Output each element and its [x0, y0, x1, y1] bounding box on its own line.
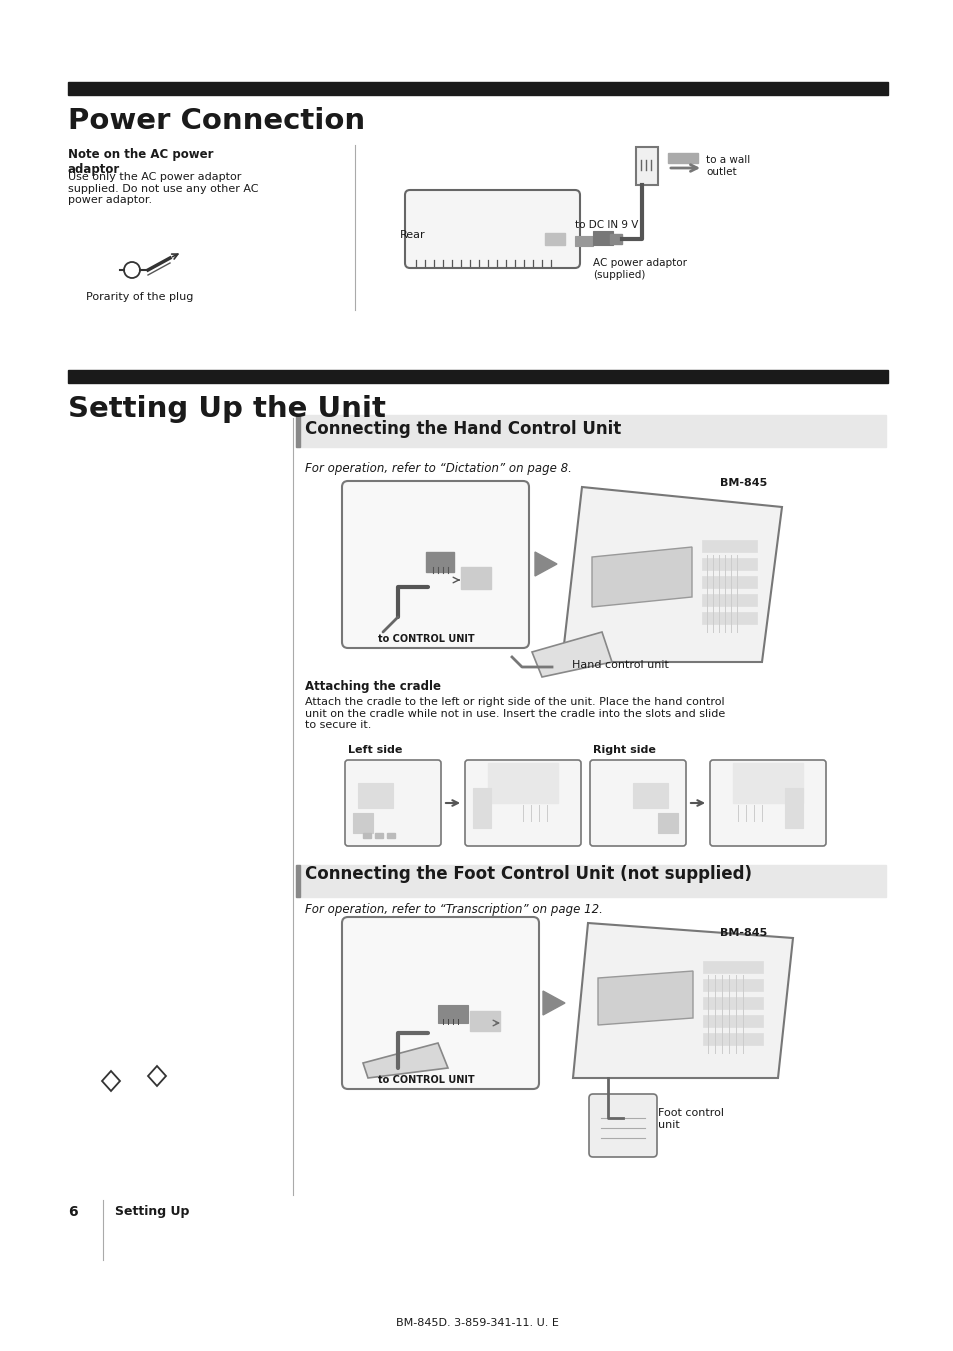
Bar [701, 594, 757, 607]
FancyBboxPatch shape [345, 761, 440, 846]
Text: BM-845: BM-845 [720, 928, 766, 938]
Text: Setting Up: Setting Up [115, 1205, 190, 1219]
FancyBboxPatch shape [341, 917, 538, 1089]
Text: Left side: Left side [348, 744, 402, 755]
Bar [488, 763, 558, 802]
Bar [353, 813, 373, 834]
Bar [357, 784, 393, 808]
Text: For operation, refer to “Dictation” on page 8.: For operation, refer to “Dictation” on p… [305, 462, 571, 476]
Text: to a wall
outlet: to a wall outlet [705, 155, 749, 177]
Text: to CONTROL UNIT: to CONTROL UNIT [377, 1075, 475, 1085]
Bar [363, 834, 371, 838]
Text: Hand control unit: Hand control unit [571, 661, 668, 670]
Bar [702, 997, 762, 1009]
Bar [68, 370, 887, 382]
Polygon shape [598, 971, 692, 1025]
Bar [732, 763, 802, 802]
Text: BM-845: BM-845 [720, 478, 766, 488]
Text: Connecting the Foot Control Unit (not supplied): Connecting the Foot Control Unit (not su… [305, 865, 751, 884]
Polygon shape [592, 547, 691, 607]
Bar [437, 1005, 468, 1023]
Bar [609, 234, 621, 245]
Bar [701, 558, 757, 570]
Bar [575, 236, 593, 246]
FancyBboxPatch shape [709, 761, 825, 846]
Text: For operation, refer to “Transcription” on page 12.: For operation, refer to “Transcription” … [305, 902, 602, 916]
Bar [460, 567, 491, 589]
FancyBboxPatch shape [588, 1094, 657, 1156]
Text: Note on the AC power
adaptor: Note on the AC power adaptor [68, 149, 213, 176]
Bar [702, 979, 762, 992]
Bar [702, 961, 762, 973]
Bar [375, 834, 382, 838]
Bar [593, 231, 613, 245]
Bar [544, 232, 564, 245]
Text: BM-845D. 3-859-341-11. U. E: BM-845D. 3-859-341-11. U. E [395, 1319, 558, 1328]
Bar [295, 415, 299, 447]
Polygon shape [573, 923, 792, 1078]
Bar [701, 612, 757, 624]
Bar [784, 788, 802, 828]
Text: Connecting the Hand Control Unit: Connecting the Hand Control Unit [305, 420, 620, 438]
Text: 6: 6 [68, 1205, 77, 1219]
Bar [473, 788, 491, 828]
Text: to CONTROL UNIT: to CONTROL UNIT [377, 634, 475, 644]
Bar [426, 553, 454, 571]
Bar [295, 415, 885, 447]
Bar [702, 1015, 762, 1027]
Text: Right side: Right side [593, 744, 655, 755]
Bar [701, 540, 757, 553]
Text: Setting Up the Unit: Setting Up the Unit [68, 394, 385, 423]
Text: Porarity of the plug: Porarity of the plug [86, 292, 193, 303]
Bar [633, 784, 667, 808]
Bar [68, 82, 887, 95]
Text: Foot control
unit: Foot control unit [658, 1108, 723, 1129]
Polygon shape [532, 632, 612, 677]
Text: Power Connection: Power Connection [68, 107, 365, 135]
Bar [667, 153, 698, 163]
Text: Attach the cradle to the left or right side of the unit. Place the hand control
: Attach the cradle to the left or right s… [305, 697, 724, 730]
FancyBboxPatch shape [464, 761, 580, 846]
Bar [295, 865, 885, 897]
Bar [701, 576, 757, 588]
Polygon shape [363, 1043, 448, 1078]
Bar [295, 865, 299, 897]
Polygon shape [542, 992, 564, 1015]
Text: Use only the AC power adaptor
supplied. Do not use any other AC
power adaptor.: Use only the AC power adaptor supplied. … [68, 172, 258, 205]
Bar [387, 834, 395, 838]
Text: to DC IN 9 V: to DC IN 9 V [575, 220, 638, 230]
Bar [658, 813, 678, 834]
Polygon shape [535, 553, 557, 576]
Polygon shape [561, 486, 781, 662]
Bar [636, 147, 658, 185]
Text: AC power adaptor
(supplied): AC power adaptor (supplied) [593, 258, 686, 280]
Bar [702, 1034, 762, 1046]
Bar [470, 1011, 499, 1031]
FancyBboxPatch shape [405, 190, 579, 267]
FancyBboxPatch shape [589, 761, 685, 846]
Text: Rear: Rear [399, 230, 425, 240]
Text: Attaching the cradle: Attaching the cradle [305, 680, 440, 693]
FancyBboxPatch shape [341, 481, 529, 648]
